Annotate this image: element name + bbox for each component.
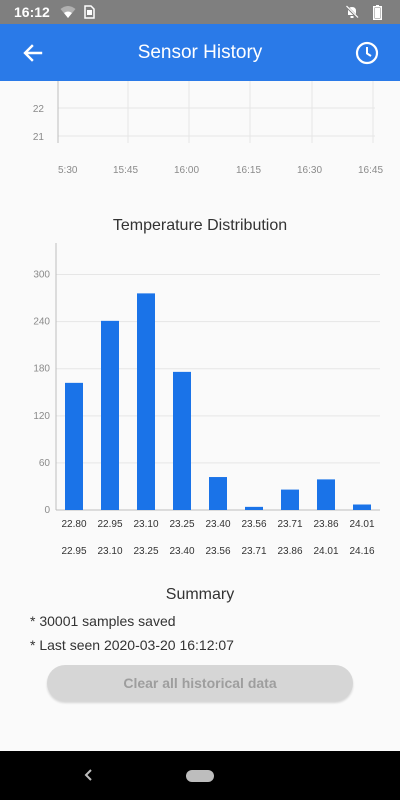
bin-end-label: 23.56 bbox=[205, 546, 230, 557]
y-tick-label: 300 bbox=[33, 270, 50, 281]
nav-home-pill[interactable] bbox=[186, 770, 214, 782]
navigation-bar bbox=[0, 751, 400, 800]
bin-start-label: 23.56 bbox=[241, 519, 266, 530]
summary-title: Summary bbox=[165, 586, 235, 603]
bin-start-label: 23.10 bbox=[133, 519, 158, 530]
bin-start-label: 22.80 bbox=[61, 519, 86, 530]
bin-start-label: 23.25 bbox=[169, 519, 194, 530]
bin-start-label: 24.01 bbox=[349, 519, 374, 530]
history-y-tick: 22 bbox=[33, 104, 45, 115]
bin-start-label: 23.40 bbox=[205, 519, 230, 530]
histogram-bar bbox=[65, 382, 83, 510]
content-scroll-area[interactable]: 22 21 5:30 15:45 16:00 16:15 16:30 16:45… bbox=[0, 81, 400, 751]
last-seen-text: * Last seen 2020-03-20 16:12:07 bbox=[30, 637, 234, 653]
y-tick-label: 60 bbox=[39, 458, 51, 469]
bin-start-label: 22.95 bbox=[97, 519, 122, 530]
histogram-bar bbox=[281, 489, 299, 510]
battery-icon bbox=[373, 5, 382, 20]
history-x-tick: 15:45 bbox=[113, 165, 138, 176]
bin-end-label: 23.25 bbox=[133, 546, 158, 557]
bin-end-label: 24.16 bbox=[349, 546, 374, 557]
arrow-back-icon bbox=[23, 44, 43, 62]
clear-history-button[interactable]: Clear all historical data bbox=[47, 665, 353, 701]
bin-start-label: 23.86 bbox=[313, 519, 338, 530]
bin-end-label: 24.01 bbox=[313, 546, 338, 557]
histogram-bar bbox=[353, 504, 371, 510]
history-y-tick: 21 bbox=[33, 132, 45, 143]
status-bar: 16:12 bbox=[0, 0, 400, 24]
histogram-bar bbox=[101, 320, 119, 510]
clock-icon bbox=[355, 41, 379, 65]
bin-end-label: 23.86 bbox=[277, 546, 302, 557]
page-title: Sensor History bbox=[137, 42, 263, 63]
y-tick-label: 240 bbox=[33, 317, 50, 328]
distribution-chart: 0 60 120 180 240 300 22.80 22.95 22.95 23.10 23.10… bbox=[33, 243, 380, 557]
y-tick-label: 120 bbox=[33, 411, 50, 422]
y-tick-label: 180 bbox=[33, 364, 50, 375]
bin-end-label: 22.95 bbox=[61, 546, 86, 557]
sim-card-icon bbox=[84, 5, 95, 19]
bin-end-label: 23.10 bbox=[97, 546, 122, 557]
history-x-tick: 5:30 bbox=[58, 165, 78, 176]
app-bar: Sensor History bbox=[0, 24, 400, 81]
notifications-off-icon bbox=[345, 5, 359, 19]
histogram-bar bbox=[173, 371, 191, 510]
bin-start-label: 23.71 bbox=[277, 519, 302, 530]
history-x-tick: 16:00 bbox=[174, 165, 199, 176]
histogram-bar bbox=[317, 479, 335, 510]
bin-end-label: 23.40 bbox=[169, 546, 194, 557]
bin-end-label: 23.71 bbox=[241, 546, 266, 557]
history-button[interactable] bbox=[354, 40, 380, 66]
history-chart: 22 21 5:30 15:45 16:00 16:15 16:30 16:45 bbox=[33, 81, 383, 176]
history-x-tick: 16:30 bbox=[297, 165, 322, 176]
history-x-tick: 16:15 bbox=[236, 165, 261, 176]
histogram-bar bbox=[245, 506, 263, 510]
status-time: 16:12 bbox=[14, 4, 50, 20]
back-button[interactable] bbox=[20, 40, 46, 66]
histogram-bar bbox=[209, 477, 227, 510]
nav-back-icon[interactable] bbox=[84, 768, 94, 782]
y-tick-label: 0 bbox=[44, 505, 50, 516]
samples-count-text: * 30001 samples saved bbox=[30, 613, 176, 629]
history-x-tick: 16:45 bbox=[358, 165, 383, 176]
wifi-icon bbox=[60, 6, 76, 18]
distribution-chart-title: Temperature Distribution bbox=[112, 217, 288, 234]
histogram-bar bbox=[137, 293, 155, 510]
